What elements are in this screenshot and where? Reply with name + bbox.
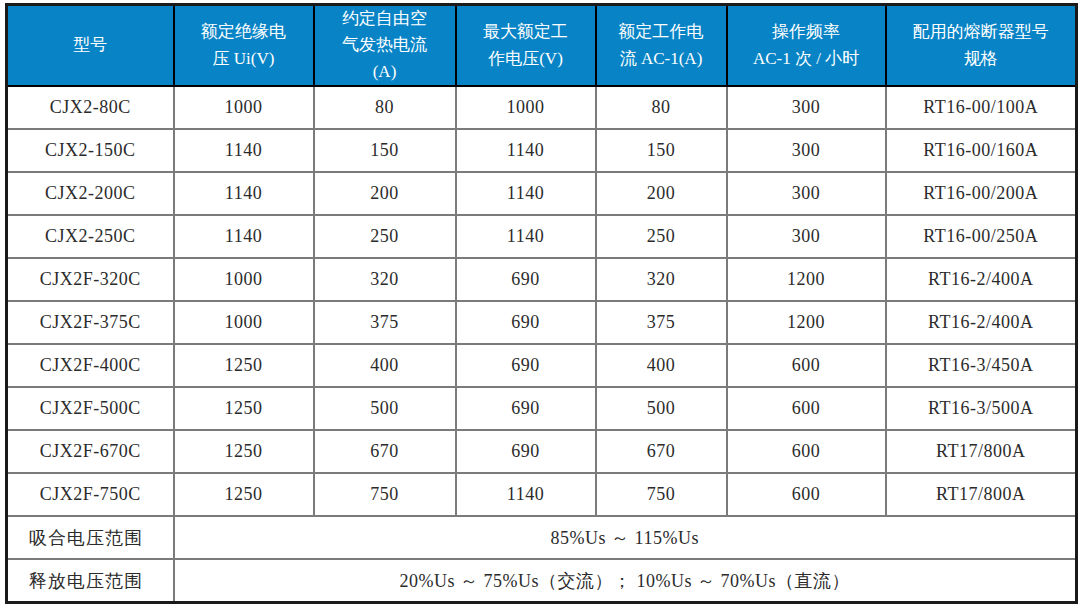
model-cell: CJX2F-500C xyxy=(7,387,174,430)
column-header-operating-frequency: 操作频率 AC-1 次 / 小时 xyxy=(727,5,886,87)
column-header-insulation-voltage: 额定绝缘电 压 Ui(V) xyxy=(174,5,314,87)
rated-current-cell: 80 xyxy=(596,86,727,129)
max-working-voltage-cell: 690 xyxy=(456,344,596,387)
max-working-voltage-cell: 690 xyxy=(456,301,596,344)
table-row: CJX2F-320C 1000 320 690 320 1200 RT16-2/… xyxy=(7,258,1077,301)
thermal-current-cell: 375 xyxy=(314,301,456,344)
pickup-voltage-value: 85%Us ～ 115%Us xyxy=(174,516,1077,559)
fuse-spec-cell: RT16-00/160A xyxy=(886,129,1077,172)
insulation-voltage-cell: 1140 xyxy=(174,172,314,215)
model-cell: CJX2F-320C xyxy=(7,258,174,301)
model-cell: CJX2-150C xyxy=(7,129,174,172)
fuse-spec-cell: RT16-3/450A xyxy=(886,344,1077,387)
column-header-fuse-spec: 配用的熔断器型号 规格 xyxy=(886,5,1077,87)
table-row: CJX2-200C 1140 200 1140 200 300 RT16-00/… xyxy=(7,172,1077,215)
insulation-voltage-cell: 1250 xyxy=(174,387,314,430)
insulation-voltage-cell: 1250 xyxy=(174,430,314,473)
insulation-voltage-cell: 1140 xyxy=(174,215,314,258)
thermal-current-cell: 500 xyxy=(314,387,456,430)
model-cell: CJX2F-375C xyxy=(7,301,174,344)
table-body: CJX2-80C 1000 80 1000 80 300 RT16-00/100… xyxy=(7,86,1077,603)
fuse-spec-cell: RT16-3/500A xyxy=(886,387,1077,430)
model-cell: CJX2-80C xyxy=(7,86,174,129)
model-cell: CJX2F-670C xyxy=(7,430,174,473)
table-row: CJX2F-375C 1000 375 690 375 1200 RT16-2/… xyxy=(7,301,1077,344)
max-working-voltage-cell: 690 xyxy=(456,430,596,473)
rated-current-cell: 200 xyxy=(596,172,727,215)
operating-frequency-cell: 600 xyxy=(727,387,886,430)
operating-frequency-cell: 300 xyxy=(727,129,886,172)
model-cell: CJX2-250C xyxy=(7,215,174,258)
operating-frequency-cell: 600 xyxy=(727,473,886,516)
header-row: 型号 额定绝缘电 压 Ui(V) 约定自由空 气发热电流 (A) 最大额定工 作… xyxy=(7,5,1077,87)
spec-table-container: 型号 额定绝缘电 压 Ui(V) 约定自由空 气发热电流 (A) 最大额定工 作… xyxy=(5,3,1085,604)
insulation-voltage-cell: 1000 xyxy=(174,301,314,344)
rated-current-cell: 150 xyxy=(596,129,727,172)
table-row: CJX2F-670C 1250 670 690 670 600 RT17/800… xyxy=(7,430,1077,473)
fuse-spec-cell: RT17/800A xyxy=(886,473,1077,516)
max-working-voltage-cell: 690 xyxy=(456,387,596,430)
table-row: CJX2F-500C 1250 500 690 500 600 RT16-3/5… xyxy=(7,387,1077,430)
rated-current-cell: 400 xyxy=(596,344,727,387)
max-working-voltage-cell: 1140 xyxy=(456,172,596,215)
release-voltage-label: 释放电压范围 xyxy=(7,559,174,603)
rated-current-cell: 320 xyxy=(596,258,727,301)
rated-current-cell: 250 xyxy=(596,215,727,258)
fuse-spec-cell: RT17/800A xyxy=(886,430,1077,473)
operating-frequency-cell: 1200 xyxy=(727,258,886,301)
thermal-current-cell: 750 xyxy=(314,473,456,516)
operating-frequency-cell: 1200 xyxy=(727,301,886,344)
footer-row-pickup-voltage: 吸合电压范围 85%Us ～ 115%Us xyxy=(7,516,1077,559)
table-row: CJX2-80C 1000 80 1000 80 300 RT16-00/100… xyxy=(7,86,1077,129)
operating-frequency-cell: 600 xyxy=(727,430,886,473)
table-row: CJX2-250C 1140 250 1140 250 300 RT16-00/… xyxy=(7,215,1077,258)
table-row: CJX2-150C 1140 150 1140 150 300 RT16-00/… xyxy=(7,129,1077,172)
thermal-current-cell: 670 xyxy=(314,430,456,473)
thermal-current-cell: 200 xyxy=(314,172,456,215)
max-working-voltage-cell: 1140 xyxy=(456,215,596,258)
operating-frequency-cell: 300 xyxy=(727,172,886,215)
fuse-spec-cell: RT16-2/400A xyxy=(886,301,1077,344)
rated-current-cell: 750 xyxy=(596,473,727,516)
pickup-voltage-label: 吸合电压范围 xyxy=(7,516,174,559)
operating-frequency-cell: 600 xyxy=(727,344,886,387)
rated-current-cell: 375 xyxy=(596,301,727,344)
insulation-voltage-cell: 1000 xyxy=(174,258,314,301)
fuse-spec-cell: RT16-2/400A xyxy=(886,258,1077,301)
max-working-voltage-cell: 690 xyxy=(456,258,596,301)
thermal-current-cell: 250 xyxy=(314,215,456,258)
fuse-spec-cell: RT16-00/200A xyxy=(886,172,1077,215)
thermal-current-cell: 400 xyxy=(314,344,456,387)
max-working-voltage-cell: 1140 xyxy=(456,129,596,172)
max-working-voltage-cell: 1000 xyxy=(456,86,596,129)
rated-current-cell: 670 xyxy=(596,430,727,473)
fuse-spec-cell: RT16-00/100A xyxy=(886,86,1077,129)
model-cell: CJX2F-750C xyxy=(7,473,174,516)
fuse-spec-cell: RT16-00/250A xyxy=(886,215,1077,258)
release-voltage-value: 20%Us ～ 75%Us（交流）； 10%Us ～ 70%Us（直流） xyxy=(174,559,1077,603)
table-row: CJX2F-400C 1250 400 690 400 600 RT16-3/4… xyxy=(7,344,1077,387)
column-header-thermal-current: 约定自由空 气发热电流 (A) xyxy=(314,5,456,87)
column-header-rated-current: 额定工作电 流 AC-1(A) xyxy=(596,5,727,87)
model-cell: CJX2F-400C xyxy=(7,344,174,387)
insulation-voltage-cell: 1140 xyxy=(174,129,314,172)
operating-frequency-cell: 300 xyxy=(727,86,886,129)
insulation-voltage-cell: 1250 xyxy=(174,473,314,516)
insulation-voltage-cell: 1000 xyxy=(174,86,314,129)
max-working-voltage-cell: 1140 xyxy=(456,473,596,516)
operating-frequency-cell: 300 xyxy=(727,215,886,258)
thermal-current-cell: 150 xyxy=(314,129,456,172)
column-header-max-working-voltage: 最大额定工 作电压(V) xyxy=(456,5,596,87)
contactor-spec-table: 型号 额定绝缘电 压 Ui(V) 约定自由空 气发热电流 (A) 最大额定工 作… xyxy=(5,3,1078,604)
thermal-current-cell: 320 xyxy=(314,258,456,301)
column-header-model: 型号 xyxy=(7,5,174,87)
insulation-voltage-cell: 1250 xyxy=(174,344,314,387)
thermal-current-cell: 80 xyxy=(314,86,456,129)
model-cell: CJX2-200C xyxy=(7,172,174,215)
footer-row-release-voltage: 释放电压范围 20%Us ～ 75%Us（交流）； 10%Us ～ 70%Us（… xyxy=(7,559,1077,603)
table-header: 型号 额定绝缘电 压 Ui(V) 约定自由空 气发热电流 (A) 最大额定工 作… xyxy=(7,5,1077,87)
table-row: CJX2F-750C 1250 750 1140 750 600 RT17/80… xyxy=(7,473,1077,516)
rated-current-cell: 500 xyxy=(596,387,727,430)
